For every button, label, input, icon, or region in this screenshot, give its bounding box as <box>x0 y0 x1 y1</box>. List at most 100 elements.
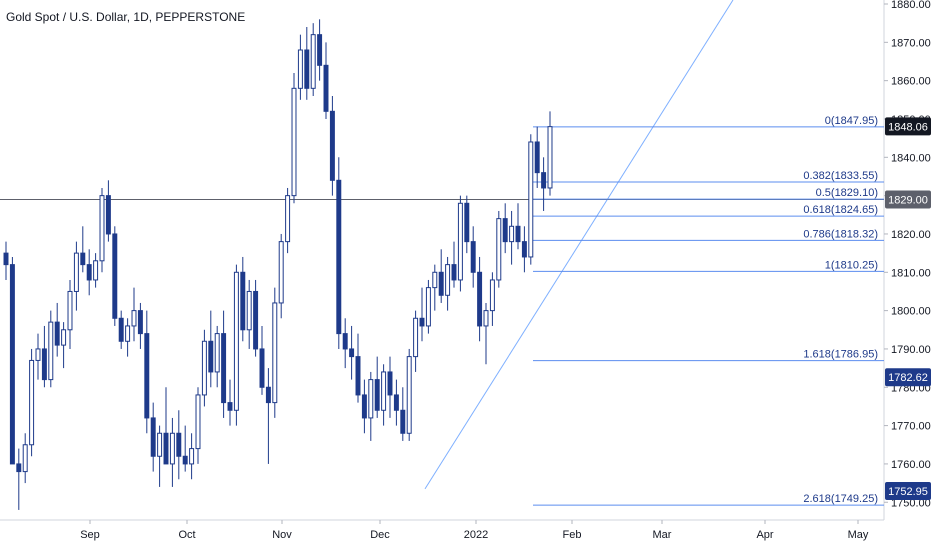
candle-body <box>265 386 271 404</box>
x-tick-label: Nov <box>272 529 292 541</box>
candle-body <box>259 348 265 388</box>
candle <box>278 233 284 319</box>
candle <box>73 241 79 311</box>
price-badge: 1782.62 <box>885 368 931 387</box>
candle-body <box>182 455 188 465</box>
candle <box>323 42 329 119</box>
candle-body <box>163 432 169 465</box>
candle <box>157 425 163 487</box>
candle-body <box>22 444 28 473</box>
candle <box>534 126 540 188</box>
candle <box>259 325 265 395</box>
candle <box>509 210 515 265</box>
candle <box>169 417 175 487</box>
candle-body <box>368 379 374 419</box>
candle-body <box>61 329 67 346</box>
candle <box>150 402 156 472</box>
fib-level-label: 0.5(1829.10) <box>816 187 878 199</box>
candle-body <box>342 333 348 350</box>
candle <box>489 272 495 326</box>
candle <box>112 226 118 326</box>
candle-body <box>157 432 163 457</box>
candle-body <box>323 64 329 112</box>
price-badge-bg <box>885 481 931 500</box>
price-badge-bg <box>885 117 931 136</box>
candle <box>477 256 483 342</box>
y-tick-label: 1840.00 <box>891 152 931 164</box>
candle-body <box>227 402 233 411</box>
candle-body <box>477 271 483 327</box>
y-tick-label: 1770.00 <box>891 421 931 433</box>
candle-body <box>118 317 124 342</box>
candle-body <box>125 325 131 342</box>
candle <box>445 256 451 311</box>
candle <box>125 318 131 357</box>
candle <box>189 433 195 480</box>
candle <box>195 387 201 464</box>
candle-body <box>253 290 259 350</box>
fib-level-label: 0.382(1833.55) <box>803 170 878 182</box>
candle <box>393 379 399 426</box>
candle <box>425 279 431 334</box>
fibonacci-levels: 0(1847.95) 0.382(1833.55) 0.5(1829.10) 0.61… <box>533 115 884 506</box>
candle-body <box>86 264 92 281</box>
x-axis: Sep Oct Nov Dec 2022 Feb Mar Apr May <box>80 520 869 541</box>
candle <box>105 180 111 242</box>
candle <box>131 287 137 342</box>
x-tick-label: Feb <box>563 529 582 541</box>
candle-body <box>297 49 303 89</box>
candle <box>387 356 393 418</box>
candle-body <box>451 264 457 281</box>
candle <box>9 256 15 465</box>
candle-body <box>496 218 502 281</box>
candle <box>227 379 233 426</box>
candle <box>48 310 54 388</box>
y-tick-label: 1860.00 <box>891 76 931 88</box>
price-badge-label: 1848.06 <box>888 121 928 133</box>
candle <box>502 203 508 254</box>
candle-body <box>35 348 41 361</box>
candle <box>201 329 207 407</box>
candle <box>86 249 92 296</box>
candle-body <box>464 202 470 243</box>
candle <box>22 433 28 484</box>
candle <box>137 302 143 349</box>
candle <box>214 325 220 388</box>
candle <box>41 325 47 388</box>
candle-body <box>304 49 310 89</box>
candle-body <box>381 371 387 411</box>
candle-body <box>445 264 451 296</box>
candle <box>221 310 227 418</box>
candle-body <box>272 302 278 404</box>
candle <box>67 279 73 349</box>
candle-body <box>201 340 207 396</box>
candle <box>496 210 502 288</box>
x-tick-label: Apr <box>756 529 773 541</box>
candle <box>29 348 35 457</box>
candle-body <box>93 260 99 281</box>
candle-body <box>432 271 438 289</box>
x-tick-label: Mar <box>653 529 672 541</box>
candle <box>3 241 9 280</box>
candle <box>144 310 150 434</box>
fib-level-label: 0(1847.95) <box>825 115 878 127</box>
y-tick-label: 1790.00 <box>891 344 931 356</box>
candle-body <box>3 252 9 266</box>
grid <box>0 0 885 521</box>
candle-body <box>534 141 540 174</box>
candle <box>541 157 547 211</box>
price-badge: 1752.95 <box>885 481 931 500</box>
candle <box>265 368 271 464</box>
candle <box>176 410 182 480</box>
candle <box>342 318 348 369</box>
y-tick-label: 1750.00 <box>891 497 931 509</box>
price-badge: 1829.00 <box>885 190 931 209</box>
candle-body <box>278 241 284 304</box>
x-tick-label: Sep <box>80 529 100 541</box>
x-tick-label: 2022 <box>464 529 488 541</box>
price-badge-label: 1782.62 <box>888 372 928 384</box>
fib-level-label: 0.618(1824.65) <box>803 204 878 216</box>
candles <box>3 19 553 510</box>
candle-body <box>425 287 431 327</box>
